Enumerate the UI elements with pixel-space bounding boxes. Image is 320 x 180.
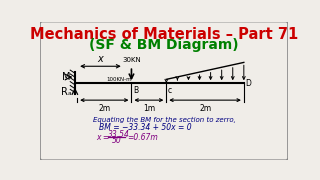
Text: BM = −33.34 + 50x = 0: BM = −33.34 + 50x = 0 — [99, 123, 192, 132]
Text: 1m: 1m — [143, 104, 155, 113]
FancyBboxPatch shape — [40, 22, 288, 160]
Text: 100KN-m: 100KN-m — [106, 77, 132, 82]
Text: x: x — [98, 54, 103, 64]
Text: Rₐ: Rₐ — [61, 87, 72, 97]
Text: 33.54: 33.54 — [108, 130, 130, 139]
Text: M: M — [62, 72, 71, 82]
Text: 30KN: 30KN — [122, 57, 141, 63]
Text: Equating the BM for the section to zerro,: Equating the BM for the section to zerro… — [93, 117, 236, 123]
Text: x =: x = — [96, 133, 109, 142]
Text: 50: 50 — [112, 136, 122, 145]
Text: 2m: 2m — [98, 104, 110, 113]
Text: 2m: 2m — [199, 104, 211, 113]
Text: B: B — [133, 86, 138, 95]
Text: (SF & BM Diagram): (SF & BM Diagram) — [89, 38, 239, 52]
Text: =0.67m: =0.67m — [127, 133, 157, 142]
Text: c: c — [168, 86, 172, 95]
Text: Mechanics of Materials – Part 71: Mechanics of Materials – Part 71 — [30, 27, 298, 42]
Text: D: D — [245, 79, 251, 88]
